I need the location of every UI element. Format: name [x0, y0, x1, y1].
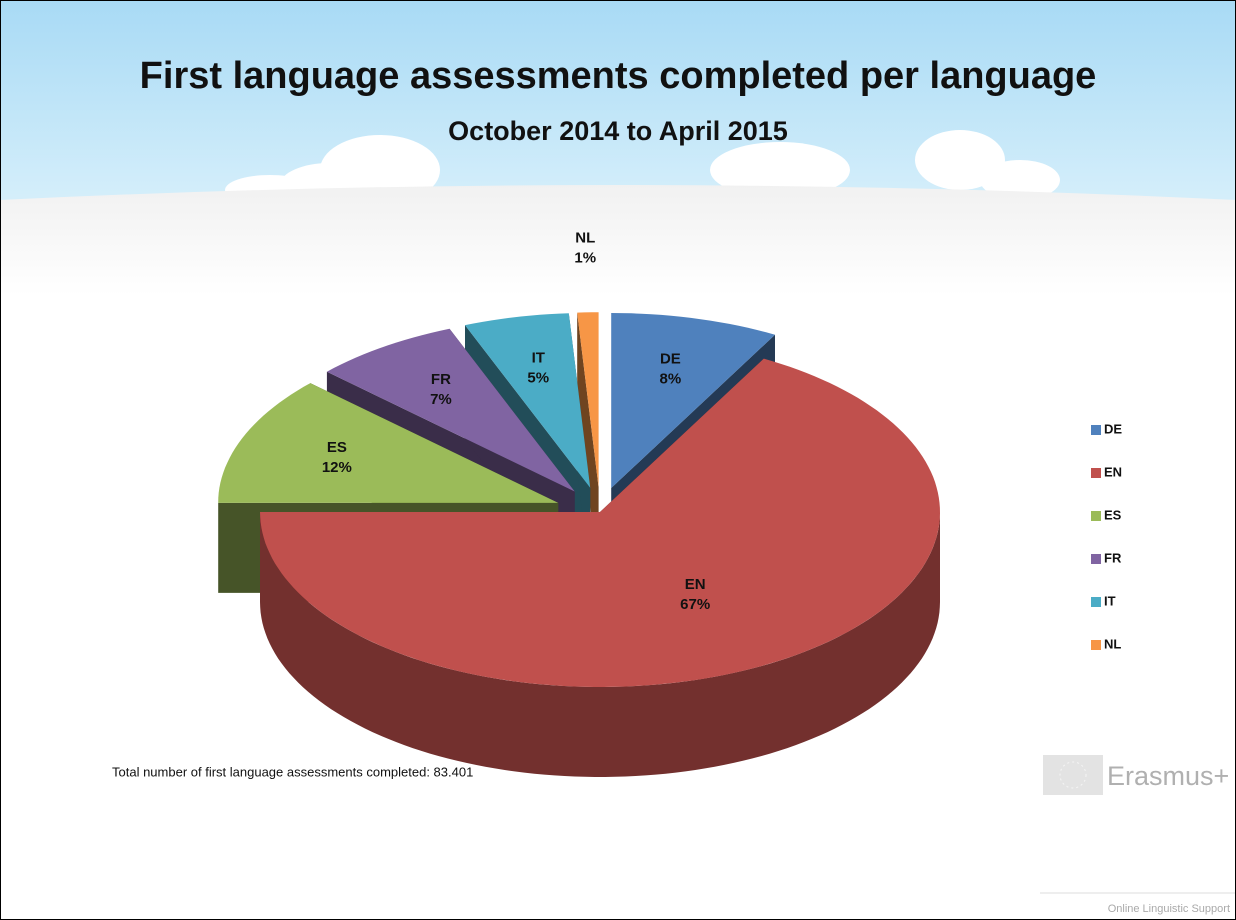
legend-swatch	[1091, 597, 1101, 607]
legend-label: IT	[1104, 593, 1116, 608]
legend-swatch	[1091, 468, 1101, 478]
logo-flag	[1043, 755, 1103, 795]
slice-label-name: NL	[575, 230, 595, 247]
legend-swatch	[1091, 511, 1101, 521]
slice-label-name: EN	[685, 576, 706, 593]
chart-subtitle: October 2014 to April 2015	[448, 116, 788, 146]
legend-swatch	[1091, 425, 1101, 435]
legend-label: ES	[1104, 507, 1122, 522]
slice-label-value: 67%	[680, 596, 710, 613]
slice-label-name: IT	[532, 349, 545, 366]
chart-title: First language assessments completed per…	[140, 55, 1097, 97]
logo-name: Erasmus+	[1107, 761, 1229, 791]
slice-label-value: 5%	[527, 369, 549, 386]
legend-label: FR	[1104, 550, 1122, 565]
legend-label: EN	[1104, 464, 1122, 479]
legend-label: NL	[1104, 636, 1121, 651]
legend-swatch	[1091, 554, 1101, 564]
slice-label-value: 7%	[430, 391, 452, 408]
chart: First language assessments completed per…	[0, 0, 1236, 920]
annotation: Total number of first language assessmen…	[112, 764, 473, 779]
slice-label-value: 12%	[322, 459, 352, 476]
logo-tagline: Online Linguistic Support	[1108, 903, 1230, 915]
slice-label-name: FR	[431, 371, 451, 388]
legend-swatch	[1091, 640, 1101, 650]
legend-label: DE	[1104, 421, 1122, 436]
slice-label-value: 8%	[660, 370, 682, 387]
slice-label-name: ES	[327, 439, 347, 456]
slice-label-name: DE	[660, 350, 681, 367]
slice-label-value: 1%	[574, 250, 596, 267]
